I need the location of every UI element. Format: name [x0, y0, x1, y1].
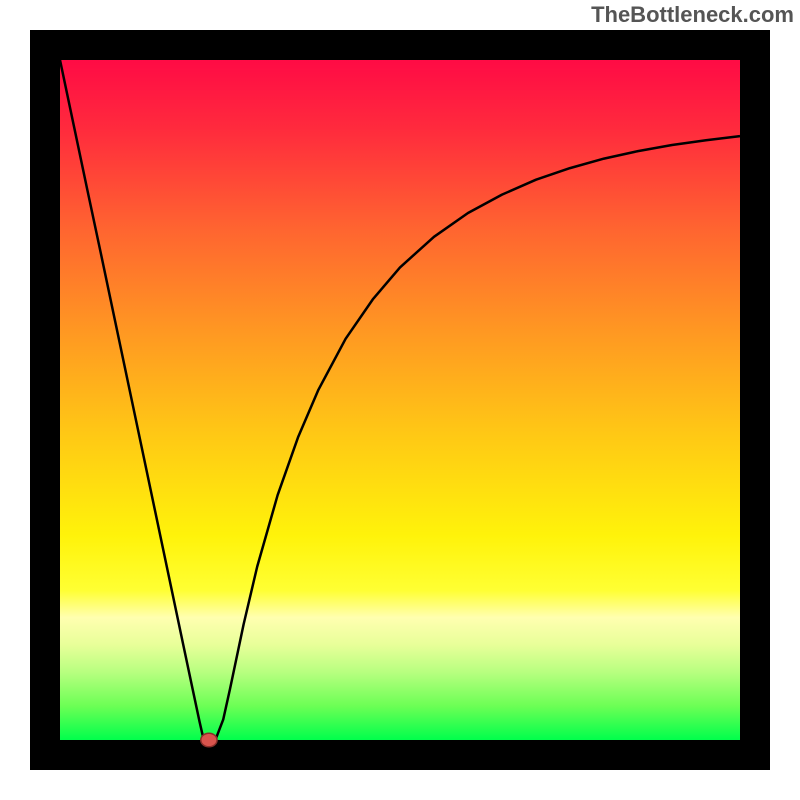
- optimal-marker: [201, 733, 217, 747]
- bottleneck-chart: [0, 0, 800, 800]
- chart-container: TheBottleneck.com: [0, 0, 800, 800]
- attribution-text: TheBottleneck.com: [591, 2, 794, 28]
- plot-background: [60, 60, 740, 740]
